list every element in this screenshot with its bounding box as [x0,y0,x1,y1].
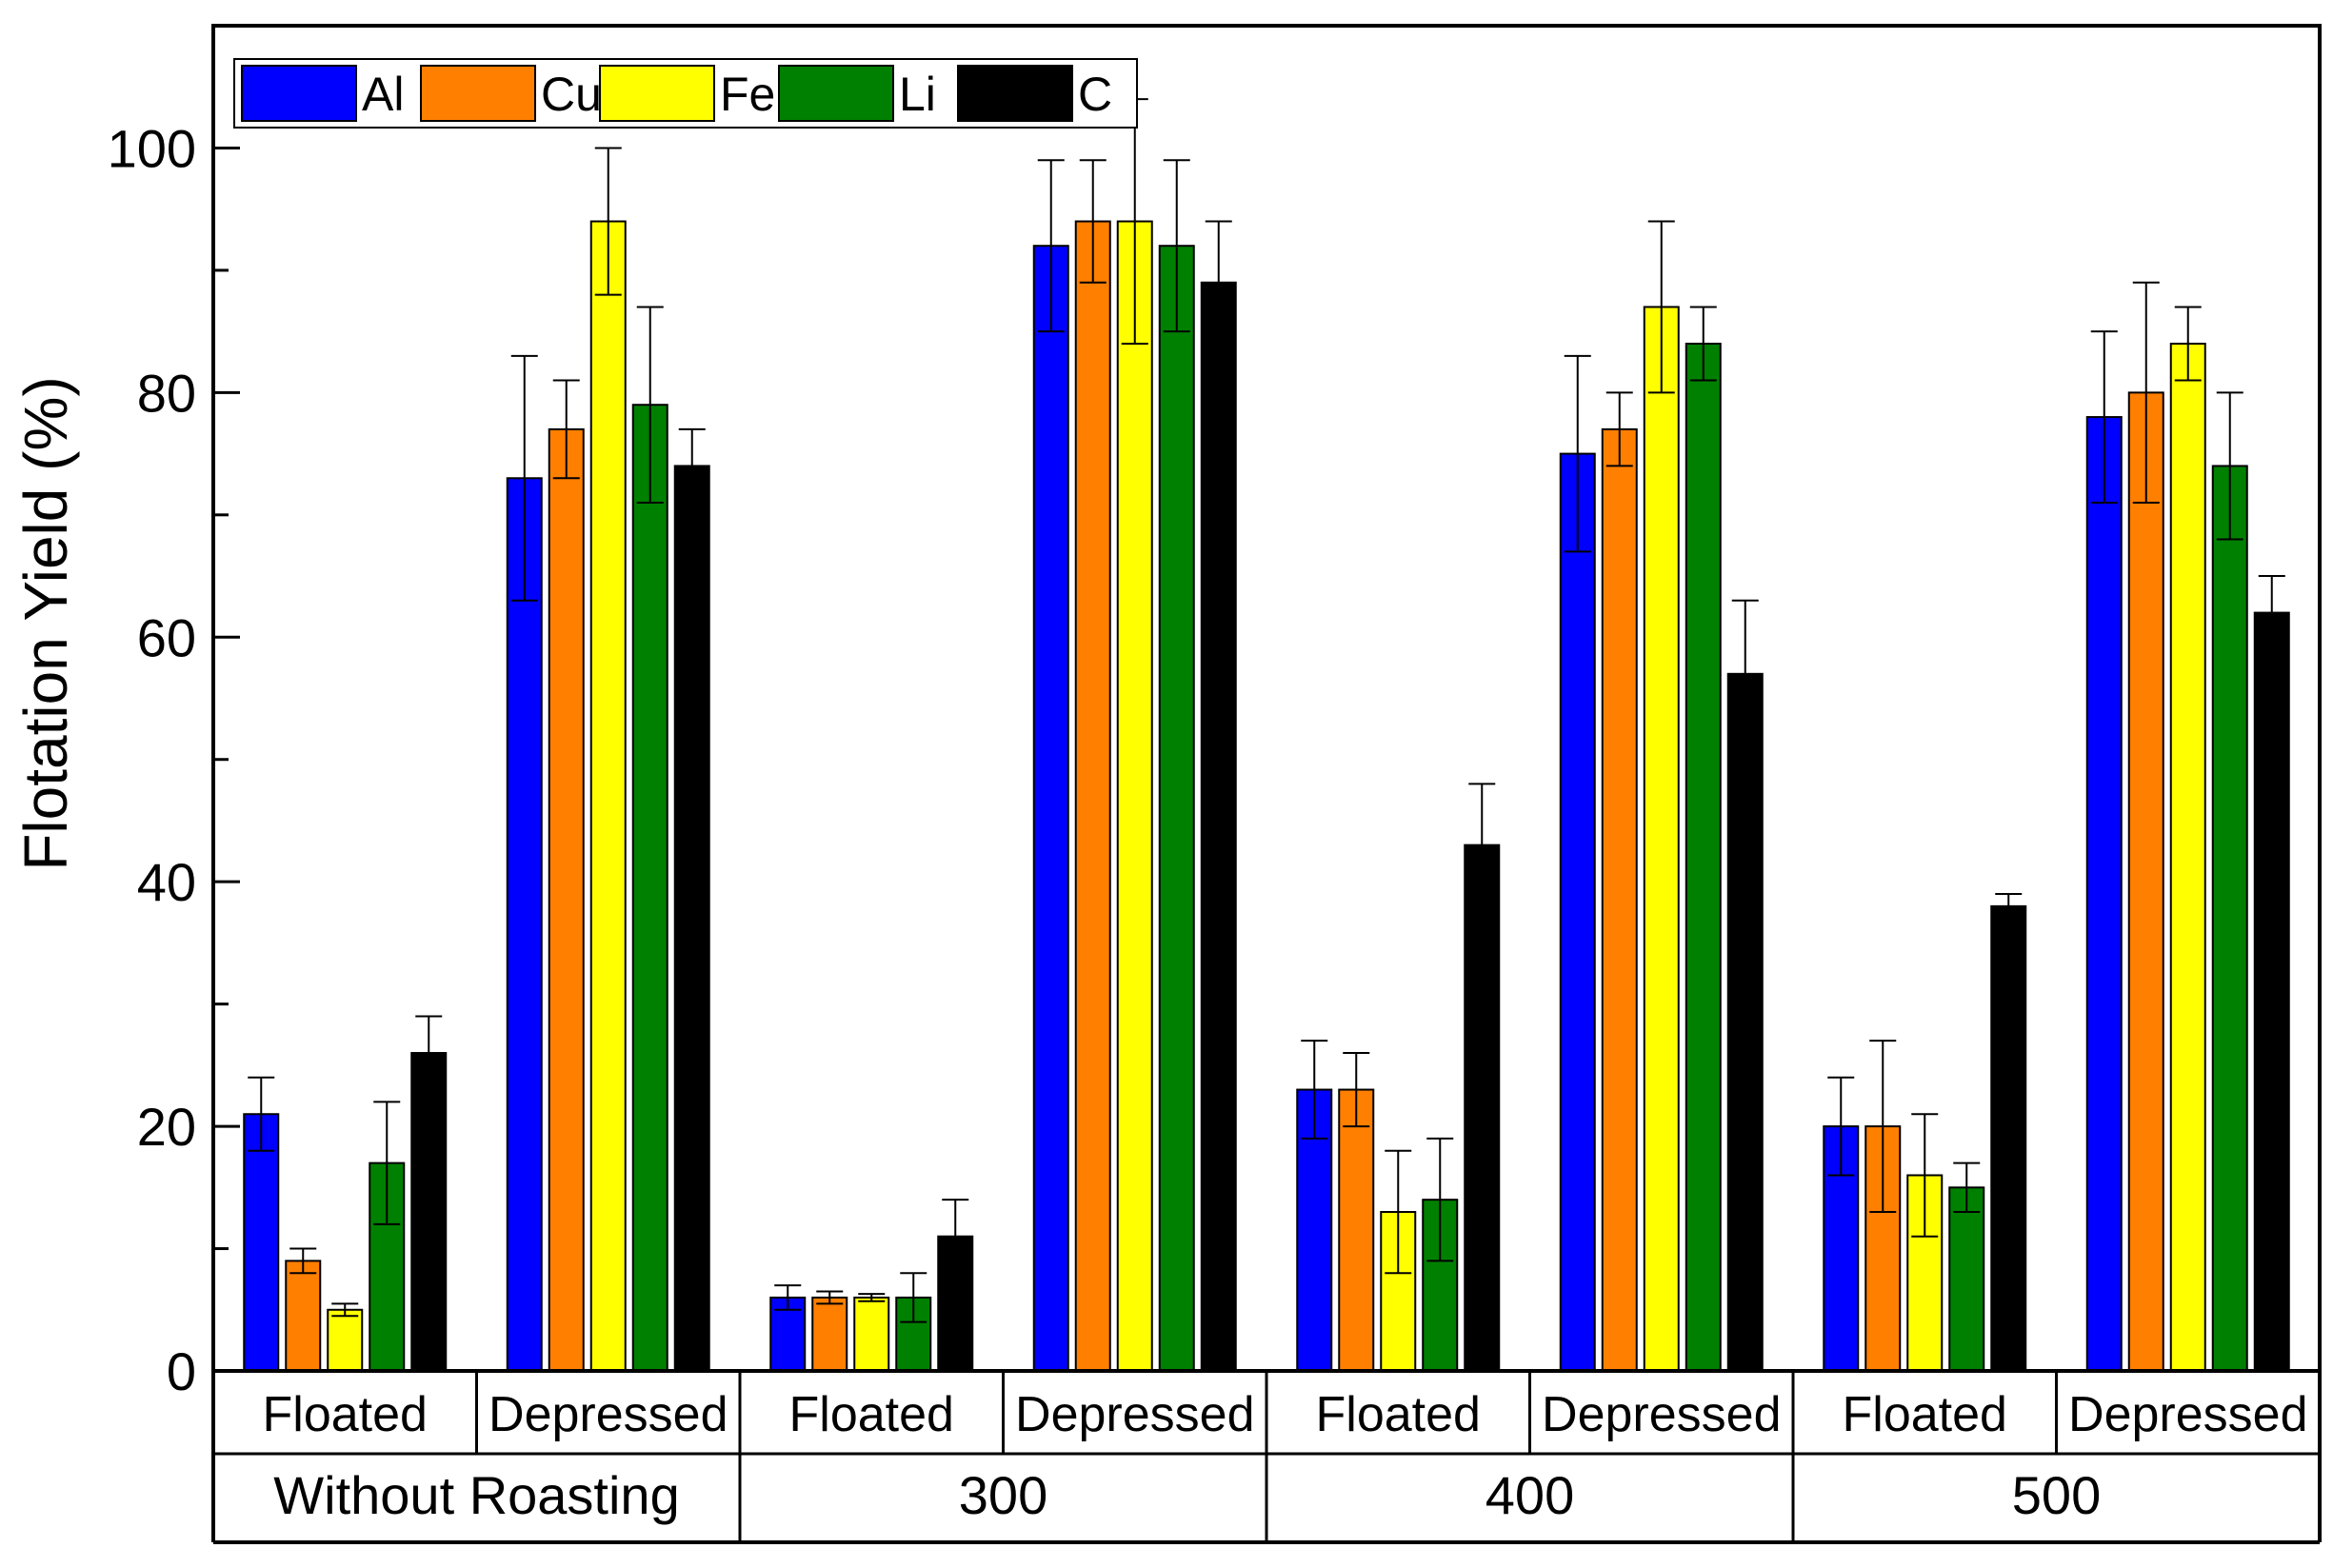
legend-label-al: Al [362,68,404,121]
bar-al [1559,452,1596,1373]
bar-cu [1338,1088,1375,1373]
subgroup-label: Depressed [489,1387,728,1442]
bar-c [673,465,710,1373]
bar-c [1464,844,1501,1372]
legend-swatch-cu [420,65,536,122]
legend-swatch-li [778,65,894,122]
bar-al [1032,245,1069,1373]
bar-li [1685,342,1722,1372]
y-axis: 0 20 40 60 80 100 [108,118,240,1401]
subgroup-label: Depressed [1015,1387,1254,1442]
bar-cu [1601,427,1638,1372]
y-tick-label: 20 [137,1097,196,1157]
legend-label-fe: Fe [720,68,775,121]
y-axis-label: Flotation Yield (%) [11,376,80,870]
bar-fe [2169,342,2206,1372]
subgroup-label: Floated [1316,1387,1481,1442]
bar-cu [285,1260,322,1372]
bar-fe [327,1308,364,1372]
y-tick-label: 0 [167,1341,196,1401]
group-label: 400 [1486,1465,1574,1525]
bar-cu [1074,220,1111,1373]
bar-c [410,1052,448,1372]
bar-fe [1643,306,1680,1373]
bar-fe [1116,220,1153,1373]
legend-swatch-c [957,65,1073,122]
group-label: Without Roasting [273,1465,679,1525]
bar-cu [811,1296,848,1372]
legend-label-cu: Cu [541,68,602,121]
y-tick-label: 80 [137,363,196,423]
bar-li [631,404,668,1372]
bar-c [2253,611,2290,1372]
y-tick-label: 40 [137,852,196,912]
bar-cu [548,427,585,1372]
legend: Al Cu Fe Li C [233,58,1138,129]
legend-label-c: C [1078,68,1112,121]
subgroup-label: Floated [789,1387,954,1442]
y-tick-label: 60 [137,607,196,667]
bars-layer [243,220,2290,1373]
subgroup-label: Floated [263,1387,428,1442]
group-label: 300 [959,1465,1047,1525]
bar-fe [589,220,627,1373]
bar-fe [853,1296,890,1372]
bar-al [243,1113,280,1373]
legend-label-li: Li [899,68,936,121]
error-bars-layer [248,98,2285,1323]
subgroup-label: Floated [1843,1387,2007,1442]
bar-al [506,477,543,1373]
bar-c [1726,672,1764,1372]
bar-c [1990,904,2027,1372]
y-tick-label: 100 [108,118,196,178]
legend-swatch-fe [599,65,715,122]
bar-li [1948,1186,1985,1373]
subgroup-label: Depressed [1542,1387,1781,1442]
subgroup-label: Depressed [2068,1387,2307,1442]
legend-swatch-al [241,65,357,122]
bar-al [2085,416,2123,1372]
bar-cu [2127,391,2164,1372]
bar-li [1158,245,1195,1373]
bar-c [1200,281,1237,1373]
bar-li [2211,465,2248,1373]
group-label: 500 [2012,1465,2101,1525]
